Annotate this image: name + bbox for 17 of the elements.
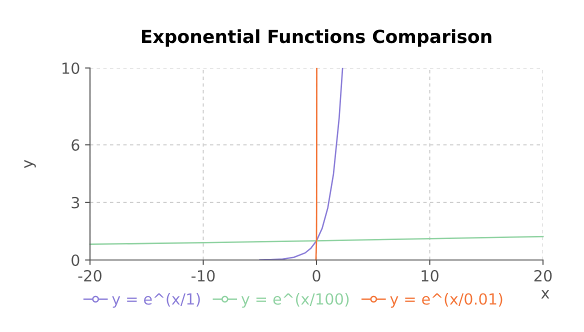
- x-tick-label: 0: [312, 270, 320, 282]
- chart-title: Exponential Functions Comparison: [142, 29, 492, 47]
- x-tick-label: -20: [78, 270, 102, 282]
- y-axis-title: y: [24, 160, 36, 168]
- legend-label: y = e^(x/0.01): [390, 292, 502, 308]
- line-series: [89, 236, 544, 245]
- line-series: [259, 68, 344, 261]
- y-tick-label: 3: [72, 196, 80, 208]
- legend-label: y = e^(x/1): [112, 292, 200, 308]
- x-axis-title: x: [541, 290, 550, 298]
- y-tick-label: 0: [72, 254, 80, 266]
- x-tick-label: -10: [192, 270, 215, 282]
- legend-label: y = e^(x/100): [241, 292, 349, 308]
- y-tick-label: 10: [62, 62, 80, 74]
- x-tick-label: 10: [422, 270, 438, 282]
- x-tick-label: 20: [534, 270, 552, 282]
- y-tick-label: 6: [72, 139, 80, 151]
